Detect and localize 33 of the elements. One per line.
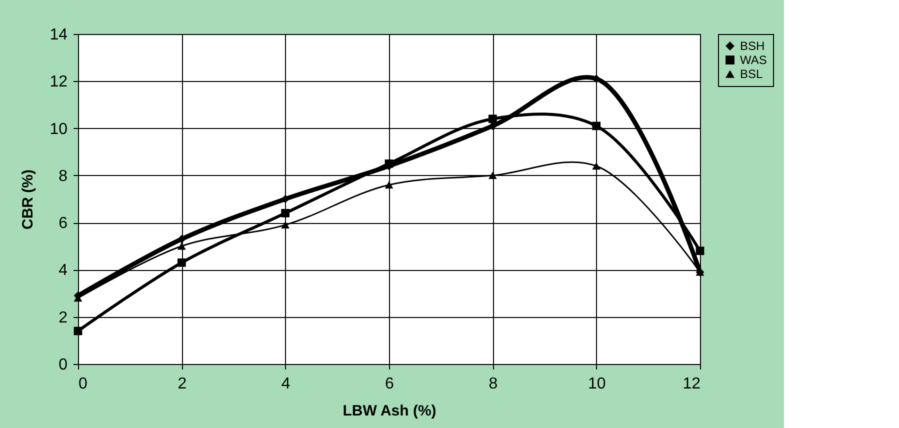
- y-axis-title: CBR (%): [20, 170, 37, 230]
- point: [488, 114, 497, 124]
- point: [177, 258, 186, 267]
- point: [74, 326, 82, 336]
- point: [384, 159, 394, 168]
- x-tick-label: 10: [588, 376, 606, 392]
- y-tick-label: 0: [58, 356, 68, 374]
- x-tick-label: 0: [78, 376, 88, 392]
- x-tick-label: 2: [178, 376, 187, 392]
- x-tick-label: 8: [488, 376, 498, 392]
- legend-label: WAS: [740, 53, 767, 67]
- point: [384, 181, 394, 188]
- y-tick-label: 12: [50, 74, 68, 91]
- point: [281, 221, 290, 229]
- point: [177, 242, 186, 250]
- x-tick-label: 12: [682, 376, 701, 392]
- y-tick-label: 6: [58, 215, 68, 232]
- legend-label: BSL: [740, 67, 764, 81]
- point: [488, 172, 497, 180]
- x-tick-label: 4: [281, 376, 290, 392]
- point: [696, 246, 704, 256]
- x-tick-label: 6: [385, 376, 394, 392]
- point: [177, 234, 186, 244]
- y-tick-label: 2: [58, 309, 68, 326]
- x-axis-title: LBW Ash (%): [342, 402, 436, 420]
- point: [592, 122, 601, 130]
- legend-label: BSH: [740, 39, 765, 53]
- y-tick-label: 4: [58, 262, 68, 280]
- y-tick-label: 8: [58, 168, 68, 185]
- y-tick-label: 14: [50, 26, 68, 44]
- point: [281, 208, 290, 218]
- y-tick-label: 10: [50, 120, 68, 138]
- point: [592, 162, 601, 170]
